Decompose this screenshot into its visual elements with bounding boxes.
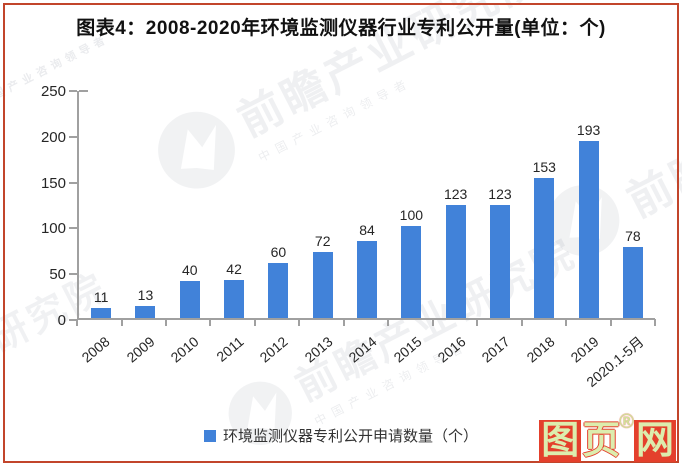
x-tick-mark <box>431 319 434 326</box>
bar <box>135 306 156 318</box>
bars-container: 11 13 40 42 60 72 84 100 123 123 153 193 78 <box>79 91 655 318</box>
bar-value-label: 100 <box>399 207 424 224</box>
bar-value-label: 123 <box>488 186 512 203</box>
y-axis-labels: 0 50 100 150 200 250 <box>18 84 66 328</box>
bar <box>312 252 333 318</box>
bar-slot-2020.1-5月: 78 <box>611 91 655 318</box>
bar-slot-2011: 42 <box>212 91 256 318</box>
bar-value-label: 84 <box>359 222 375 239</box>
bar <box>534 177 555 318</box>
bar <box>401 226 422 318</box>
bar-slot-2010: 40 <box>168 91 212 318</box>
tuyewang-logo-char: 图 <box>539 420 582 462</box>
bar-value-label: 40 <box>181 262 198 279</box>
bar-value-label: 123 <box>443 186 468 203</box>
tuyewang-logo-char: 页 <box>582 420 621 462</box>
bar <box>445 205 466 318</box>
bar-value-label: 42 <box>226 260 242 277</box>
y-tick-label: 50 <box>49 266 66 284</box>
y-tick-label: 0 <box>57 312 66 329</box>
tuyewang-logo-char: 网 <box>633 420 676 462</box>
x-axis-labels: 2008 2009 2010 2011 2012 2013 2014 2015 2016 2017… <box>77 326 655 401</box>
y-tick-mark <box>69 227 77 230</box>
x-tick-mark <box>520 319 523 326</box>
bar-slot-2008: 11 <box>79 91 123 318</box>
bar-value-label: 72 <box>314 233 331 249</box>
chart-title: 图表4：2008-2020年环境监测仪器行业专利公开量(单位：个) <box>76 18 606 39</box>
tuyewang-logo: 图 页 ® 网 <box>539 412 676 462</box>
bar-slot-2017: 123 <box>478 91 522 318</box>
bar-slot-2016: 123 <box>434 91 478 318</box>
x-tick-mark <box>120 319 123 326</box>
x-tick-mark <box>253 319 256 326</box>
y-tick-mark <box>69 90 77 92</box>
y-tick-mark <box>69 181 77 184</box>
x-tick-mark <box>298 319 301 326</box>
bar <box>179 281 200 318</box>
bar-value-label: 193 <box>576 122 601 139</box>
bar-slot-2009: 13 <box>123 91 167 318</box>
bar-slot-2014: 84 <box>345 91 389 318</box>
legend: 环境监测仪器专利公开申请数量（个） <box>0 425 682 446</box>
y-tick-mark <box>69 273 77 276</box>
x-tick-mark <box>342 319 345 326</box>
legend-label: 环境监测仪器专利公开申请数量（个） <box>222 428 478 445</box>
bar-slot-2015: 100 <box>389 91 433 318</box>
bar <box>622 246 643 318</box>
x-tick-mark <box>387 319 390 326</box>
bar-slot-2019: 193 <box>566 91 610 318</box>
x-tick-label-2008: 2008 <box>78 333 113 366</box>
registered-trademark-icon: ® <box>619 411 634 433</box>
bar-value-label: 60 <box>270 244 287 260</box>
bar <box>91 307 112 318</box>
y-tick-label: 100 <box>40 220 66 238</box>
bar-slot-2013: 72 <box>301 91 345 318</box>
x-tick-mark <box>76 319 78 326</box>
y-axis-top-tick <box>79 90 88 92</box>
x-axis-ticks <box>76 319 656 326</box>
legend-swatch <box>203 429 216 442</box>
x-tick-mark <box>476 319 479 326</box>
y-axis-ticks <box>69 90 77 321</box>
y-tick-label: 150 <box>40 174 66 192</box>
bar-value-label: 153 <box>532 158 556 175</box>
y-tick-mark <box>69 319 77 321</box>
bar <box>578 141 599 318</box>
x-tick-mark <box>164 319 167 326</box>
y-tick-mark <box>69 135 77 138</box>
bar <box>268 263 289 318</box>
y-tick-label: 250 <box>40 83 66 100</box>
y-tick-label: 200 <box>40 128 66 146</box>
bar <box>357 241 378 318</box>
x-tick-mark <box>654 319 656 326</box>
bar-slot-2018: 153 <box>522 91 566 318</box>
bar <box>224 279 245 318</box>
x-tick-mark <box>209 319 212 326</box>
bar-value-label: 13 <box>137 287 154 304</box>
x-tick-mark <box>609 319 612 326</box>
plot-area: 11 13 40 42 60 72 84 100 123 123 153 193 78 <box>77 90 655 320</box>
x-tick-mark <box>565 319 568 326</box>
bar-slot-2012: 60 <box>256 91 300 318</box>
bar <box>489 205 510 318</box>
bar-value-label: 78 <box>625 227 641 244</box>
bar-value-label: 11 <box>93 288 109 305</box>
